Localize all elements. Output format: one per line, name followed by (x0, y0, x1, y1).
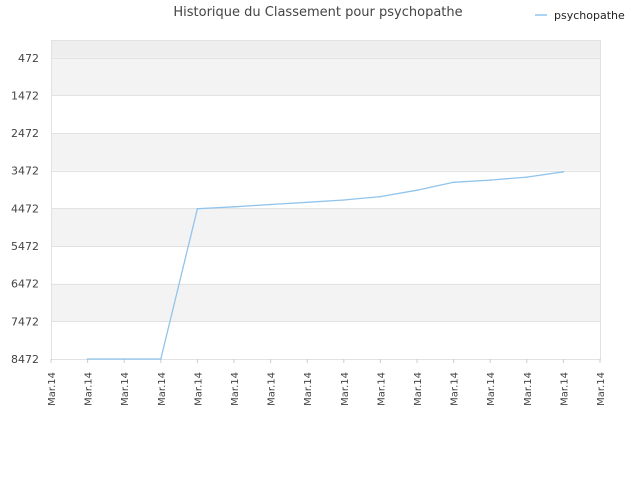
x-tick-label: Mar.14 (486, 372, 497, 406)
legend-label: psychopathe (554, 9, 625, 22)
x-tick-label: Mar.14 (193, 372, 204, 406)
grid-band (51, 57, 600, 96)
y-tick-label: 8472 (11, 353, 39, 366)
data-point (343, 199, 345, 201)
data-point (160, 358, 162, 360)
x-tick-label: Mar.14 (413, 372, 424, 406)
x-tick-label: Mar.14 (157, 372, 168, 406)
data-point (526, 176, 528, 178)
x-tick-label: Mar.14 (450, 372, 461, 406)
x-tick-label: Mar.14 (84, 372, 95, 406)
x-tick-label: Mar.14 (596, 372, 607, 406)
grid-band (51, 95, 600, 134)
x-tick-label: Mar.14 (47, 372, 58, 406)
data-point (86, 358, 89, 360)
x-tick-label: Mar.14 (267, 372, 278, 406)
y-tick-label: 4472 (11, 202, 39, 215)
y-tick-label: 1472 (11, 89, 39, 102)
grid-band (51, 208, 600, 247)
x-tick-label: Mar.14 (120, 372, 131, 406)
grid-bands (51, 40, 600, 359)
x-tick-label: Mar.14 (523, 372, 534, 406)
grid-band (51, 246, 600, 284)
x-tick-label: Mar.14 (376, 372, 387, 406)
y-tick-label: 7472 (11, 315, 39, 328)
series-line-psychopathe (87, 171, 564, 360)
grid-band (51, 133, 600, 171)
data-point (452, 181, 455, 184)
data-point (416, 189, 418, 192)
y-axis: 472 1472 2472 3472 4472 5472 6472 7472 8472 (11, 52, 39, 366)
x-tick-label: Mar.14 (303, 372, 314, 406)
y-tick-label: 3472 (11, 165, 39, 178)
y-tick-label: 2472 (11, 127, 39, 140)
x-tick-label: Mar.14 (340, 372, 351, 406)
data-point (233, 206, 235, 208)
y-tick-label: 5472 (11, 240, 39, 253)
data-point (196, 207, 199, 210)
grid-band (51, 321, 600, 359)
grid-band (51, 283, 600, 322)
data-point (379, 195, 382, 198)
x-axis: Mar.14 Mar.14 Mar.14 Mar.14 Mar.14 Mar.14 Mar.… (47, 359, 607, 406)
data-point (123, 358, 125, 360)
data-point (269, 203, 272, 206)
chart-title: Historique du Classement pour psychopath… (173, 5, 462, 20)
legend[interactable]: psychopathe (535, 9, 625, 22)
grid-band (51, 40, 600, 58)
series-layer (86, 170, 565, 360)
data-point (489, 179, 492, 181)
data-point (306, 201, 309, 204)
grid-band (51, 170, 600, 209)
data-point (562, 170, 565, 173)
y-tick-label: 6472 (11, 278, 39, 291)
plot-frame (51, 40, 601, 360)
x-tick-label: Mar.14 (230, 372, 241, 406)
y-tick-label: 472 (18, 52, 39, 65)
x-tick-label: Mar.14 (559, 372, 570, 406)
